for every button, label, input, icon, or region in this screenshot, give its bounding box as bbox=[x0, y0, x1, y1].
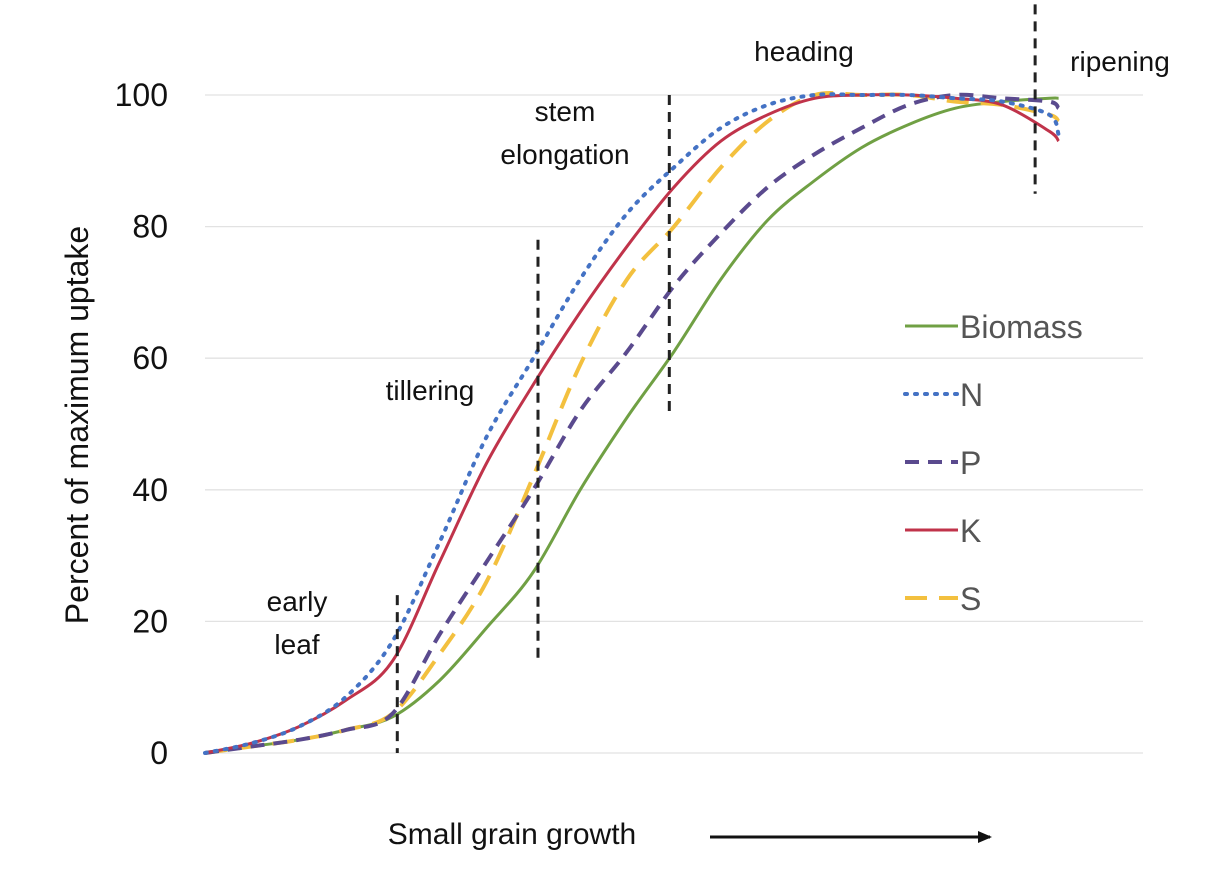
stage-label-stem-elongation: elongation bbox=[500, 139, 629, 170]
legend-label-p: P bbox=[960, 445, 981, 481]
growth-stage-markers bbox=[395, 0, 1037, 753]
y-tick-label: 100 bbox=[115, 77, 168, 113]
legend-label-biomass: Biomass bbox=[960, 309, 1083, 345]
stage-label-stem-elongation: stem bbox=[535, 96, 596, 127]
y-tick-label: 60 bbox=[132, 340, 168, 376]
stage-label-ripening: ripening bbox=[1070, 46, 1170, 77]
stage-label-heading: heading bbox=[754, 36, 854, 67]
legend-label-s: S bbox=[960, 581, 981, 617]
series-line-n bbox=[203, 92, 1061, 755]
stage-label-early-leaf: early bbox=[267, 586, 328, 617]
y-axis: 0 20 40 60 80 100 bbox=[115, 77, 168, 771]
series-line-k bbox=[204, 93, 1060, 755]
series-line-biomass bbox=[204, 96, 1059, 755]
gridlines bbox=[205, 94, 1143, 754]
stage-annotations: early leaf tillering stem elongation heading r… bbox=[267, 36, 1170, 660]
series-line-p bbox=[204, 92, 1061, 755]
stage-label-tillering: tillering bbox=[386, 375, 475, 406]
stage-label-early-leaf: leaf bbox=[274, 629, 319, 660]
y-axis-label: Percent of maximum uptake bbox=[59, 226, 95, 624]
y-tick-label: 0 bbox=[150, 735, 168, 771]
y-tick-label: 40 bbox=[132, 472, 168, 508]
y-tick-label: 80 bbox=[132, 209, 168, 245]
y-tick-label: 20 bbox=[132, 603, 168, 639]
series-lines bbox=[203, 91, 1061, 755]
legend-label-k: K bbox=[960, 513, 981, 549]
x-axis-label: Small grain growth bbox=[388, 818, 636, 851]
legend-label-n: N bbox=[960, 377, 983, 413]
series-line-s bbox=[204, 91, 1061, 755]
